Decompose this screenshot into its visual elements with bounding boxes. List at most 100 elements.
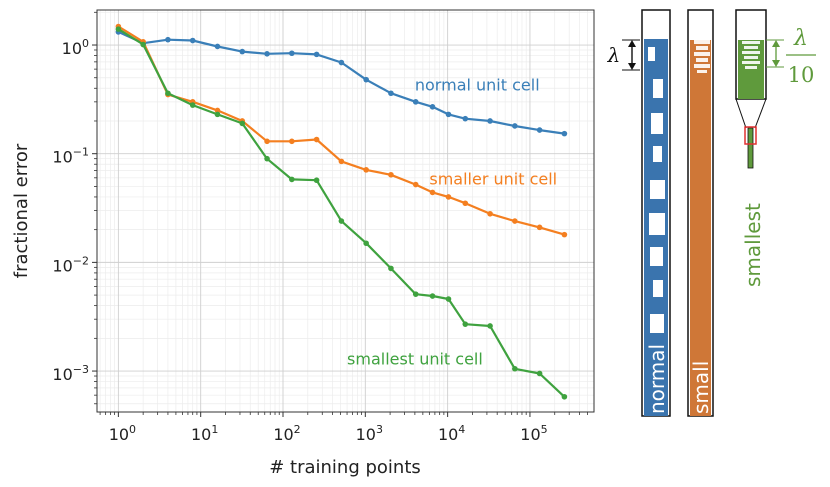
unit-cell-hole [742, 41, 760, 44]
data-point [388, 265, 394, 272]
minor-grid [97, 10, 594, 412]
unit-cell-hole [696, 58, 708, 62]
data-point [313, 136, 320, 143]
data-point [561, 393, 568, 400]
small-unit-cells [694, 40, 710, 73]
data-point [115, 26, 122, 32]
y-tick-label: 10−1 [52, 146, 89, 167]
chart: 100 101 102 103 104 105 100 10−1 10−2 10… [11, 9, 595, 478]
lambda-arrow-head-top [628, 40, 636, 47]
lambda-arrow-head-bottom [628, 63, 636, 70]
y-tick-label: 10−3 [52, 363, 89, 384]
data-point [388, 171, 394, 178]
data-point [429, 293, 436, 299]
x-tick-label: 101 [191, 423, 218, 444]
data-point [264, 51, 270, 57]
data-point [363, 167, 369, 173]
data-point [289, 138, 295, 145]
x-axis-label: # training points [269, 457, 421, 478]
data-point [487, 118, 493, 124]
data-point [313, 51, 320, 58]
y-tick-label: 100 [62, 37, 89, 58]
fraction-arrow-head-bottom [772, 60, 780, 67]
data-point [412, 181, 419, 188]
smallest-full-column [747, 127, 754, 169]
series-label-smallest: smallest unit cell [347, 349, 483, 368]
fraction-arrow-head-top [772, 40, 780, 47]
data-point [140, 41, 146, 48]
data-point [561, 231, 568, 238]
series-2 [115, 26, 568, 400]
y-axis-label: fractional error [11, 143, 32, 278]
normal-label: normal [645, 344, 669, 414]
data-point [429, 104, 436, 110]
data-point [165, 90, 171, 97]
series-line [117, 25, 565, 236]
series-label-smaller: smaller unit cell [429, 170, 557, 189]
small-label: small [689, 361, 713, 414]
data-point [462, 200, 469, 207]
x-tick-label: 102 [273, 423, 300, 444]
data-point [412, 99, 419, 105]
data-point [536, 370, 543, 377]
data-point [429, 189, 436, 196]
plot-area [97, 10, 594, 412]
series-label-normal: normal unit cell [415, 76, 540, 95]
unit-cell-hole [653, 146, 662, 162]
unit-cell-hole [694, 52, 710, 56]
unit-cell-hole [742, 51, 760, 54]
data-point [165, 36, 171, 43]
data-point [214, 43, 221, 50]
unit-cell-hole [697, 70, 707, 73]
x-tick-label: 100 [109, 423, 136, 444]
series-line [117, 28, 566, 398]
data-point [189, 102, 196, 108]
data-point [462, 321, 469, 327]
x-tick-label: 104 [438, 423, 465, 444]
smallest-label: smallest [741, 203, 765, 287]
zoom-line-left [735, 98, 747, 129]
data-point [338, 59, 345, 66]
y-tick-label: 10−2 [52, 254, 89, 275]
plot-frame [96, 9, 595, 413]
unit-cell-hole [650, 247, 663, 266]
smallest-zoom-highlight [744, 126, 757, 145]
unit-cell-hole [653, 79, 663, 98]
data-point [338, 218, 345, 224]
data-point [487, 210, 493, 217]
unit-cell-hole [650, 180, 665, 199]
data-point [363, 76, 369, 83]
data-point [445, 194, 452, 200]
tick-marks [92, 11, 588, 417]
unit-cell-hole [650, 314, 664, 333]
series-line [117, 30, 565, 135]
data-point [561, 130, 568, 137]
x-tick-labels: 100 101 102 103 104 105 [109, 423, 548, 444]
data-point [536, 224, 543, 231]
unit-cell-hole [653, 280, 663, 297]
data-point [512, 218, 518, 224]
data-point [289, 50, 295, 57]
unit-cell-hole [694, 40, 710, 44]
data-point [536, 127, 543, 133]
panel-small: small [687, 9, 714, 417]
data-point [363, 240, 369, 247]
data-point [445, 296, 452, 302]
data-point [487, 323, 493, 329]
x-tick-label: 103 [356, 423, 383, 444]
data-point [264, 138, 270, 145]
data-point [214, 111, 221, 118]
data-point [289, 176, 295, 183]
fraction-denominator: 10 [788, 63, 815, 87]
unit-cell-hole [649, 213, 665, 235]
data-point [462, 115, 469, 122]
series-layer [115, 23, 568, 400]
data-point [412, 291, 419, 297]
data-point [512, 123, 518, 129]
data-point [189, 37, 196, 44]
unit-cell-hole [694, 64, 710, 68]
unit-cell-hole [696, 46, 708, 50]
panel-normal: normal λ [607, 9, 671, 417]
small-column-fill [690, 40, 711, 416]
normal-unit-cells [648, 47, 665, 333]
